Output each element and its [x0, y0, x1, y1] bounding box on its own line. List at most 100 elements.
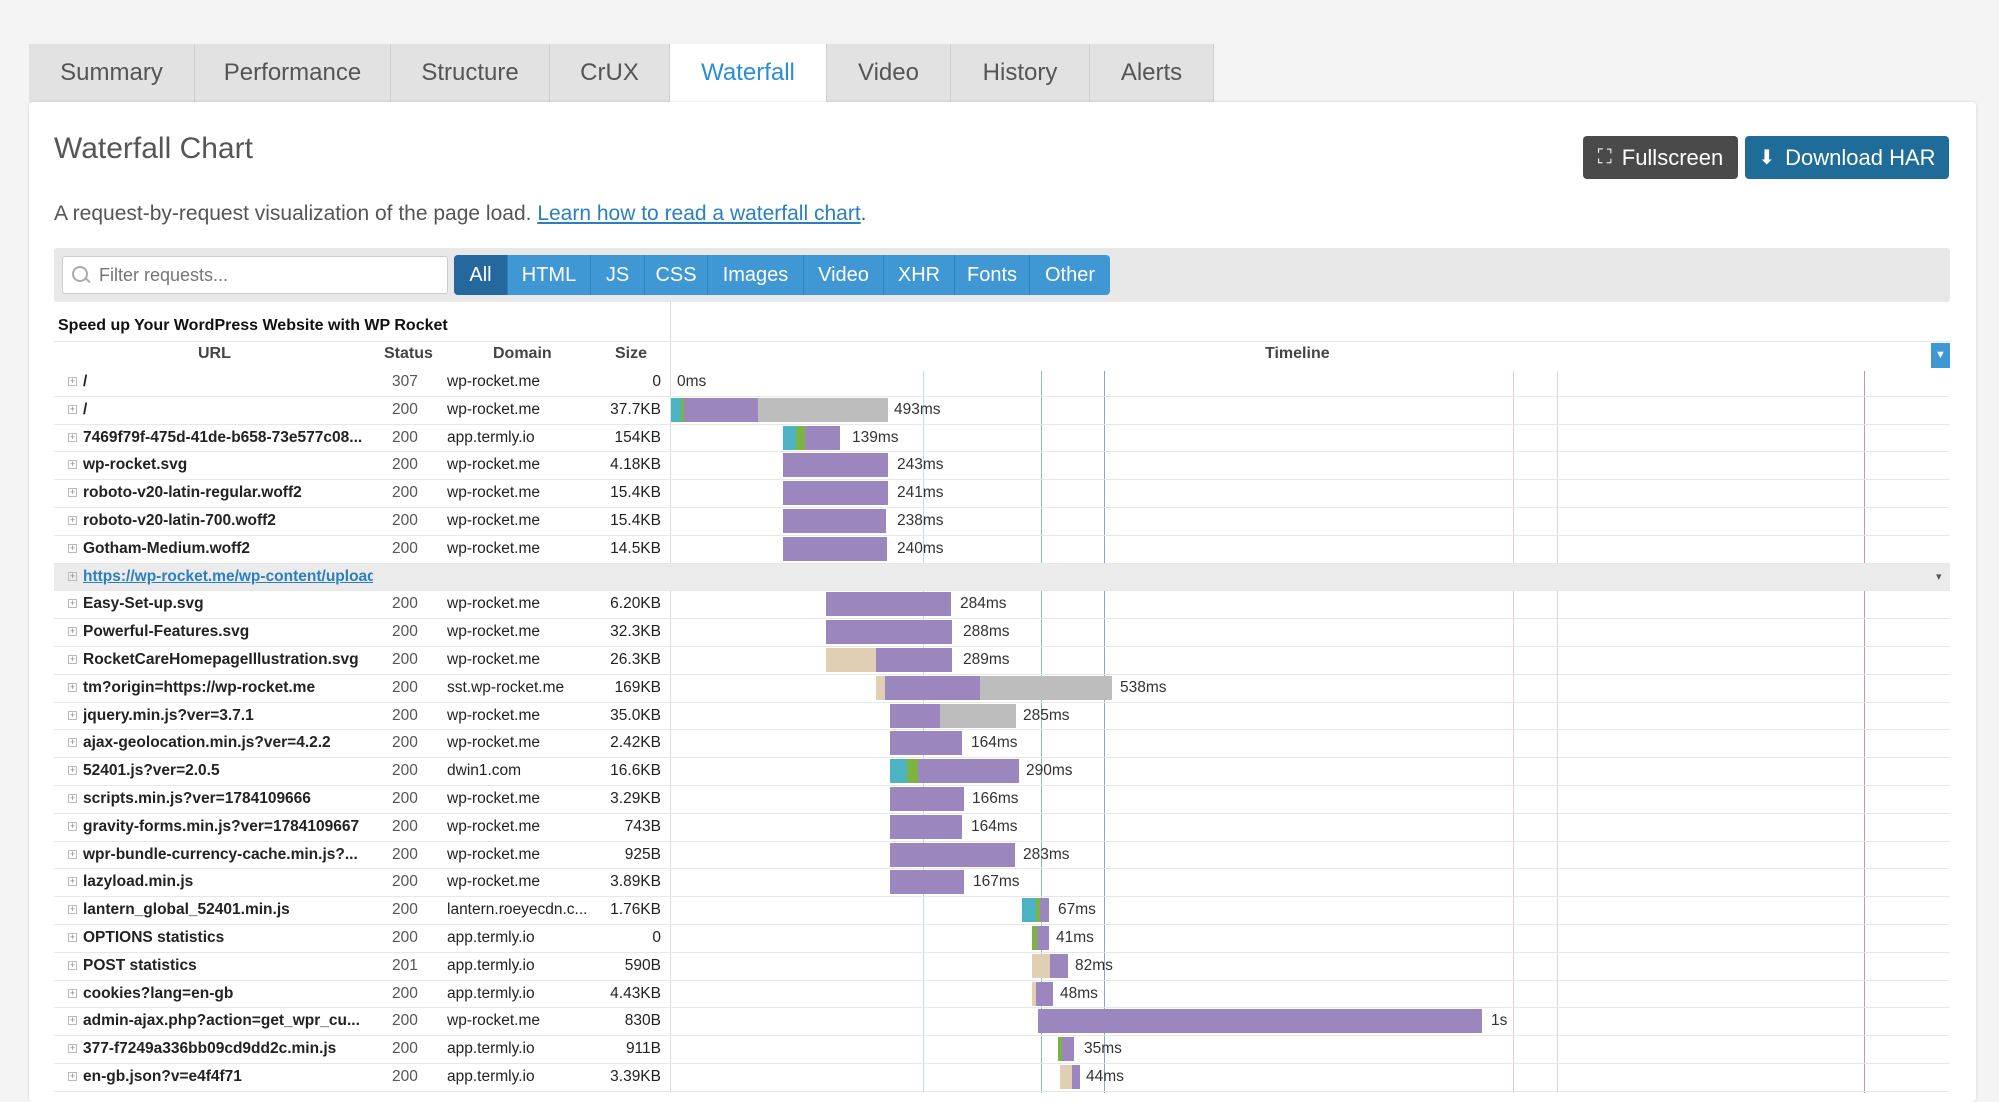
expand-row-icon[interactable]: +	[68, 1043, 77, 1054]
table-row-divider	[54, 896, 1950, 898]
tab-structure[interactable]: Structure	[391, 44, 550, 102]
request-domain: dwin1.com	[447, 762, 522, 780]
expand-row-icon[interactable]: +	[68, 987, 77, 998]
request-status: 200	[392, 706, 418, 724]
request-status: 200	[392, 400, 418, 418]
filter-video[interactable]: Video	[804, 255, 884, 295]
expand-row-icon[interactable]: +	[68, 654, 77, 664]
expand-row-icon[interactable]: +	[68, 431, 77, 442]
description: A request-by-request visualization of th…	[54, 202, 867, 226]
waterfall-bar-segment	[783, 453, 888, 478]
timeline-marker-first-paint	[1104, 371, 1105, 1093]
expand-row-icon[interactable]: +	[68, 376, 77, 386]
waterfall-bar-segment	[890, 814, 962, 839]
request-status: 201	[392, 956, 418, 974]
expand-row-icon[interactable]: +	[68, 737, 77, 748]
request-url: RocketCareHomepageIllustration.svg	[83, 651, 359, 668]
expand-row-icon[interactable]: +	[68, 959, 77, 970]
expand-row-icon[interactable]: +	[68, 820, 77, 831]
request-size: 3.29KB	[610, 790, 661, 807]
expand-row-icon[interactable]: +	[68, 626, 77, 637]
tab-performance[interactable]: Performance	[195, 44, 391, 102]
table-row-divider	[54, 868, 1950, 870]
filter-css[interactable]: CSS	[645, 255, 708, 295]
request-url: roboto-v20-latin-regular.woff2	[83, 484, 302, 502]
request-duration: 0ms	[677, 373, 707, 390]
filter-other[interactable]: Other	[1030, 255, 1110, 295]
request-domain: wp-rocket.me	[447, 845, 541, 863]
waterfall-bar-segment	[758, 397, 888, 422]
expand-row-icon[interactable]: +	[68, 765, 77, 776]
request-domain: wp-rocket.me	[447, 595, 541, 613]
request-status: 200	[392, 512, 418, 529]
request-duration: 240ms	[897, 539, 944, 557]
request-url: Easy-Set-up.svg	[83, 595, 204, 613]
filter-xhr[interactable]: XHR	[884, 255, 955, 295]
expand-row-icon[interactable]: +	[68, 515, 77, 525]
request-status: 200	[392, 1040, 418, 1058]
table-row-divider	[54, 951, 1950, 953]
learn-link[interactable]: Learn how to read a waterfall chart	[537, 202, 861, 225]
waterfall-bar-segment	[1060, 1065, 1072, 1089]
fullscreen-button[interactable]: ⛶ Fullscreen	[1583, 136, 1738, 179]
waterfall-bar-segment	[1050, 953, 1068, 978]
expand-row-icon[interactable]: +	[68, 848, 77, 859]
expand-row-icon[interactable]: +	[68, 681, 77, 692]
waterfall-bar-segment	[1062, 1037, 1074, 1062]
expand-row-icon[interactable]: +	[68, 876, 77, 887]
table-row-divider	[54, 757, 1950, 759]
waterfall-bar-segment	[885, 675, 980, 700]
expand-row-icon[interactable]: +	[68, 709, 77, 720]
waterfall-bar-segment	[799, 425, 805, 450]
waterfall-bar-segment	[796, 425, 799, 450]
row-dropdown-icon[interactable]: ▾	[1936, 570, 1942, 583]
filter-all[interactable]: All	[454, 255, 508, 295]
request-url: Gotham-Medium.woff2	[83, 539, 251, 557]
filter-buttons: All HTML JS CSS Images Video XHR Fonts O…	[454, 255, 1110, 295]
timeline-menu-button[interactable]: ▼	[1931, 343, 1950, 368]
waterfall-bar-segment	[1032, 981, 1036, 1006]
timeline-marker-dom-content-loaded	[1041, 371, 1042, 1093]
request-status: 200	[392, 595, 418, 613]
filter-fonts[interactable]: Fonts	[955, 255, 1030, 295]
expand-row-icon[interactable]: +	[68, 459, 77, 470]
download-har-button[interactable]: ⬇ Download HAR	[1745, 136, 1949, 179]
expand-row-icon[interactable]: +	[68, 403, 77, 414]
waterfall-bar-segment	[783, 536, 887, 561]
expand-row-icon[interactable]: +	[68, 904, 77, 915]
table-row-divider	[54, 618, 1950, 620]
expand-row-icon[interactable]: +	[68, 598, 77, 609]
table-row-divider	[54, 1007, 1950, 1009]
filter-input[interactable]	[62, 256, 448, 294]
expand-row-icon[interactable]: +	[68, 932, 77, 942]
expand-row-icon[interactable]: +	[68, 487, 77, 498]
request-domain: wp-rocket.me	[447, 400, 541, 418]
tab-waterfall[interactable]: Waterfall	[670, 44, 827, 102]
expand-row-icon[interactable]: +	[68, 793, 77, 803]
request-size: 3.39KB	[610, 1068, 661, 1085]
tab-summary[interactable]: Summary	[29, 44, 195, 102]
expand-row-icon[interactable]: +	[68, 1015, 77, 1026]
expand-row-icon[interactable]: +	[68, 1071, 77, 1081]
filter-images[interactable]: Images	[708, 255, 804, 295]
filter-html[interactable]: HTML	[508, 255, 591, 295]
filter-js[interactable]: JS	[591, 255, 645, 295]
request-domain: wp-rocket.me	[447, 734, 541, 752]
request-size: 35.0KB	[610, 706, 661, 724]
tab-crux[interactable]: CrUX	[550, 44, 670, 102]
request-url: OPTIONS statistics	[83, 929, 225, 946]
table-row-divider	[54, 451, 1950, 453]
tab-alerts[interactable]: Alerts	[1090, 44, 1214, 102]
request-size: 2.42KB	[610, 734, 661, 752]
request-url[interactable]: https://wp-rocket.me/wp-content/uploads/…	[83, 567, 373, 585]
request-duration: 164ms	[971, 817, 1018, 835]
expand-row-icon[interactable]: +	[68, 570, 77, 581]
expand-row-icon[interactable]: +	[68, 542, 77, 553]
request-duration: 290ms	[1026, 762, 1073, 780]
tab-history[interactable]: History	[951, 44, 1090, 102]
table-row-divider	[54, 673, 1950, 675]
request-url: ajax-geolocation.min.js?ver=4.2.2	[83, 734, 331, 752]
request-domain: wp-rocket.me	[447, 817, 541, 835]
request-status: 200	[392, 762, 418, 780]
tab-video[interactable]: Video	[827, 44, 951, 102]
